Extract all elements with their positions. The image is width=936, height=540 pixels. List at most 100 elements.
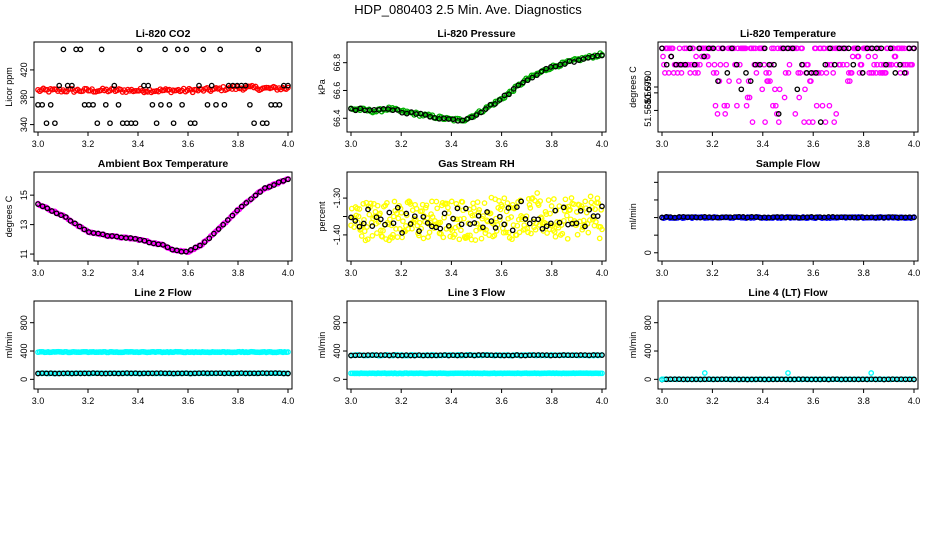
data-point-points xyxy=(416,228,422,234)
data-point-magenta xyxy=(767,78,773,84)
data-point-magenta xyxy=(844,61,850,68)
panel-title: Line 3 Flow xyxy=(448,287,506,299)
data-point-fill xyxy=(459,199,466,205)
panel-title: Li-820 Temperature xyxy=(740,28,836,40)
data-point-magenta xyxy=(899,45,906,52)
data-point-fill xyxy=(561,217,567,224)
data-point-points xyxy=(257,189,264,195)
data-point-magenta xyxy=(882,70,889,76)
data-point-points xyxy=(390,220,397,227)
x-tick-label: 3.4 xyxy=(445,139,458,149)
data-point-points xyxy=(111,82,118,89)
data-point-points xyxy=(408,109,415,115)
plot-markers xyxy=(659,370,917,383)
data-point-magenta xyxy=(695,70,701,76)
data-point-fill xyxy=(440,234,447,241)
data-point-magenta xyxy=(772,86,778,93)
data-point-points xyxy=(539,225,546,232)
data-point-fill xyxy=(585,229,592,236)
data-point-points xyxy=(437,225,444,232)
plot-frame xyxy=(33,300,293,390)
x-tick-label: 4.0 xyxy=(282,268,295,278)
data-point-points xyxy=(39,101,46,108)
data-point-fill xyxy=(477,224,484,231)
data-point-points xyxy=(62,214,69,220)
data-point-fill xyxy=(369,232,376,239)
data-point-fill xyxy=(547,210,553,217)
data-point-points xyxy=(450,215,456,222)
x-tick-label: 3.6 xyxy=(495,268,508,278)
data-point-magenta xyxy=(772,102,779,109)
data-point-fill xyxy=(356,206,363,212)
data-point-magenta xyxy=(726,78,732,84)
y-tick-label: 400 xyxy=(332,344,342,359)
data-point-black xyxy=(817,119,824,125)
data-point-fill xyxy=(493,228,500,234)
data-point-points xyxy=(208,82,215,89)
data-point-magenta xyxy=(712,102,719,109)
data-point-points xyxy=(509,227,516,234)
data-point-magenta xyxy=(909,61,915,68)
data-point-points xyxy=(560,204,567,211)
data-point-magenta xyxy=(831,119,838,125)
data-point-points xyxy=(170,120,177,127)
data-point-fill xyxy=(437,219,444,226)
data-point-points xyxy=(56,82,63,89)
data-point-fill xyxy=(399,234,405,241)
data-point-fill xyxy=(448,198,455,205)
data-point-points xyxy=(200,46,207,53)
data-point-magenta xyxy=(822,119,829,125)
data-point-points xyxy=(192,244,199,251)
data-point-points xyxy=(496,97,503,103)
x-tick-label: 3.8 xyxy=(546,139,559,149)
data-point-points xyxy=(153,120,160,127)
data-point-magenta xyxy=(815,70,822,76)
data-point-black xyxy=(733,61,740,68)
data-point-magenta xyxy=(683,45,690,52)
data-point-points xyxy=(90,101,96,108)
data-point-points xyxy=(524,77,531,84)
x-tick-label: 4.0 xyxy=(908,139,921,149)
plot-frame xyxy=(657,300,919,390)
data-point-black xyxy=(911,45,917,52)
plot-markers xyxy=(348,190,605,244)
data-point-fill xyxy=(409,225,415,232)
data-point-fill xyxy=(469,212,476,219)
data-point-magenta xyxy=(805,61,811,68)
data-point-magenta xyxy=(717,61,724,68)
data-point-magenta xyxy=(819,102,826,109)
data-point-points xyxy=(271,182,277,188)
x-tick-label: 3.8 xyxy=(546,268,559,278)
data-point-points xyxy=(552,207,559,214)
y-tick-label: 0 xyxy=(643,250,653,255)
data-point-black xyxy=(663,61,670,68)
plot-markers xyxy=(659,45,917,125)
data-point-magenta xyxy=(661,61,667,68)
y-tick-label: -1.40 xyxy=(332,225,342,246)
y-tick-label: 420 xyxy=(19,62,29,77)
data-point-fill xyxy=(586,217,593,223)
data-point-points xyxy=(211,230,217,237)
x-tick-label: 3.0 xyxy=(32,139,45,149)
data-point-points xyxy=(242,82,249,89)
data-point-points xyxy=(543,65,550,72)
data-point-points xyxy=(72,220,78,227)
data-point-points xyxy=(369,223,376,229)
data-point-magenta xyxy=(878,61,884,68)
data-point-magenta xyxy=(724,102,731,109)
data-point-fill xyxy=(564,212,570,219)
data-point-fill xyxy=(472,237,479,243)
plot-frame xyxy=(33,171,293,262)
plot-markers xyxy=(35,175,291,256)
data-point-fill xyxy=(423,202,430,209)
data-point-points xyxy=(571,59,577,65)
data-point-magenta xyxy=(823,70,830,76)
data-point-fill xyxy=(383,236,389,242)
data-point-points xyxy=(478,109,484,116)
data-point-points xyxy=(285,176,291,183)
data-point-points xyxy=(197,242,203,249)
data-point-points xyxy=(243,200,250,206)
data-point-fill xyxy=(523,213,530,220)
panel-7: Line 2 Flow 3.0 3.2 3.4 3.6 3.8 4.0 0 400 800 ml/m… xyxy=(4,287,294,406)
data-point-points xyxy=(217,46,224,53)
